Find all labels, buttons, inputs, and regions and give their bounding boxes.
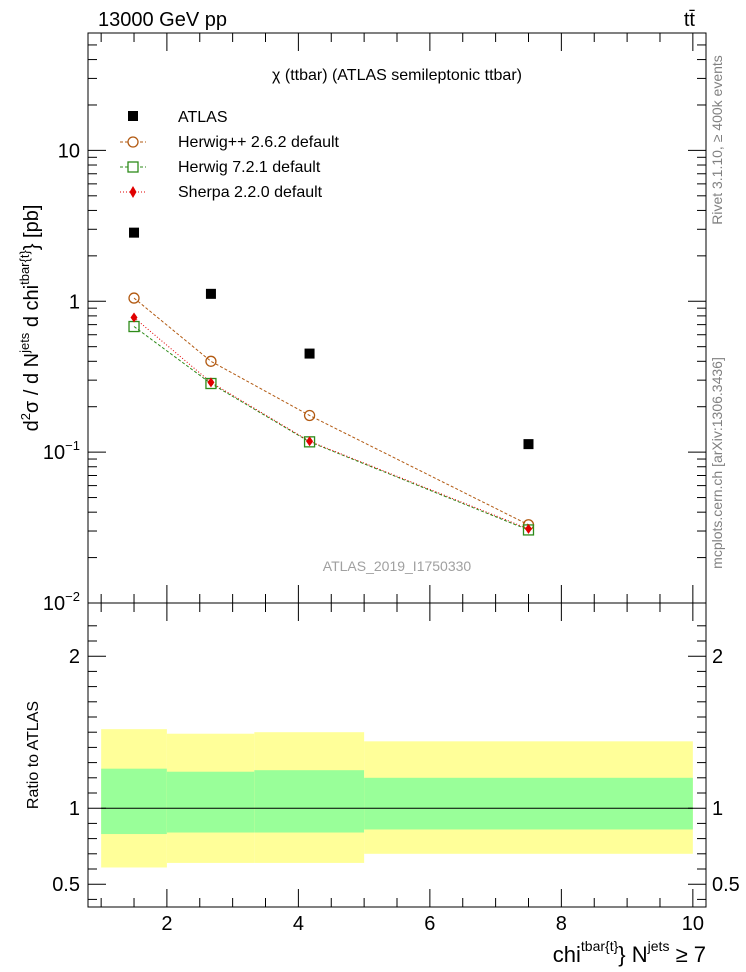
y-tick-base: 10 — [43, 442, 65, 464]
series-line-1 — [133, 297, 529, 526]
sherpa-point — [306, 436, 314, 447]
ratio-y-axis-label: Ratio to ATLAS — [25, 701, 42, 809]
xlabel-part-tbar: tbar{t} — [581, 938, 619, 954]
atlas-point — [205, 288, 216, 299]
ratio-plot: 0.5 0.5 1 1 2 2 2 4 6 8 10 Ratio to ATLAS chitbar{… — [25, 602, 740, 967]
y-tick-base: 10 — [43, 593, 65, 615]
x-tick-label: 8 — [556, 913, 567, 935]
sherpa-point — [207, 377, 215, 388]
ylabel-part-tbar: tbar{t} — [17, 250, 32, 285]
xlabel-part-jets: jets — [647, 938, 670, 954]
ylabel-part-sigma: σ / d N — [21, 353, 43, 413]
ratio-y-tick-label-right: 1 — [712, 798, 723, 820]
ratio-band-inner — [254, 770, 365, 833]
y-tick-base: 10 — [58, 140, 80, 162]
x-axis-label: chitbar{t}} Njets ≥ 7 — [553, 938, 706, 967]
xlabel-part-cond: ≥ 7 — [669, 942, 706, 967]
x-tick-label: 2 — [161, 913, 172, 935]
analysis-watermark: ATLAS_2019_I1750330 — [323, 558, 472, 574]
sherpa-point — [524, 523, 532, 534]
y-tick-label: 10−1 — [43, 438, 80, 464]
ratio-y-tick-label-right: 2 — [712, 646, 723, 668]
atlas-point — [304, 348, 315, 359]
x-tick-label: 4 — [293, 913, 304, 935]
legend-sherpa-marker — [129, 186, 137, 198]
ratio-y-tick-label-right: 0.5 — [712, 874, 740, 896]
ratio-bands-layer — [101, 729, 693, 868]
ylabel-part-unit: } [pb] — [21, 205, 43, 251]
ylabel-part-d: d — [21, 420, 43, 431]
main-y-axis-label: d2σ / d Njets d chitbar{t}} [pb] — [17, 205, 43, 432]
main-series-layer — [128, 227, 535, 536]
legend-atlas-marker — [128, 111, 138, 121]
legend-label-herwig7: Herwig 7.2.1 default — [178, 159, 321, 176]
ratio-band-inner — [364, 777, 693, 830]
ratio-band-inner — [101, 768, 167, 835]
herwigpp-point — [128, 292, 140, 304]
atlas-point — [523, 439, 534, 450]
y-tick-label: 10−2 — [43, 589, 80, 615]
series-line-3 — [133, 317, 529, 530]
legend-label-herwigpp: Herwig++ 2.6.2 default — [178, 134, 340, 151]
ratio-y-tick-label-left: 2 — [69, 646, 80, 668]
legend-entry-herwig7: Herwig 7.2.1 default — [120, 159, 321, 176]
mcplots-label: mcplots.cern.ch [arXiv:1306.3436] — [709, 357, 725, 569]
y-tick-exponent: −2 — [65, 589, 80, 604]
sherpa-point — [130, 312, 138, 323]
process-label: tt̄ — [684, 9, 696, 31]
ylabel-part-jets: jets — [17, 332, 32, 354]
ylabel-part-dchi: d chi — [21, 285, 43, 333]
legend-entry-sherpa: Sherpa 2.2.0 default — [120, 184, 323, 201]
legend-herwig7-marker — [127, 161, 139, 173]
xlabel-part-n: } N — [618, 942, 647, 967]
herwigpp-point — [303, 409, 316, 422]
y-tick-label: 1 — [69, 291, 80, 313]
x-tick-label: 10 — [682, 913, 704, 935]
legend-herwigpp-marker — [127, 136, 139, 148]
legend-label-sherpa: Sherpa 2.2.0 default — [178, 184, 323, 201]
legend-entry-herwigpp: Herwig++ 2.6.2 default — [120, 134, 340, 151]
ratio-y-tick-label-left: 0.5 — [52, 874, 80, 896]
rivet-label: Rivet 3.1.10, ≥ 400k events — [709, 55, 725, 225]
legend-entry-atlas: ATLAS — [128, 109, 228, 126]
legend: ATLAS Herwig++ 2.6.2 default Herwig 7.2.… — [120, 109, 340, 201]
ratio-axis-ticks: 0.5 0.5 1 1 2 2 2 4 6 8 10 — [52, 603, 740, 935]
ylabel-part-sq: 2 — [18, 413, 33, 420]
ratio-y-tick-label-left: 1 — [69, 798, 80, 820]
ratio-band-inner — [166, 771, 255, 833]
legend-label-atlas: ATLAS — [178, 109, 228, 126]
herwigpp-point — [205, 355, 217, 367]
atlas-point — [129, 227, 140, 238]
energy-label: 13000 GeV pp — [98, 9, 227, 31]
y-tick-exponent: −1 — [65, 438, 80, 453]
xlabel-part-chi: chi — [553, 942, 581, 967]
y-tick-base: 1 — [69, 291, 80, 313]
y-tick-label: 10 — [58, 140, 80, 162]
x-tick-label: 6 — [424, 913, 435, 935]
chart-title: χ (ttbar) (ATLAS semileptonic ttbar) — [272, 67, 522, 84]
series-line-2 — [133, 326, 529, 531]
